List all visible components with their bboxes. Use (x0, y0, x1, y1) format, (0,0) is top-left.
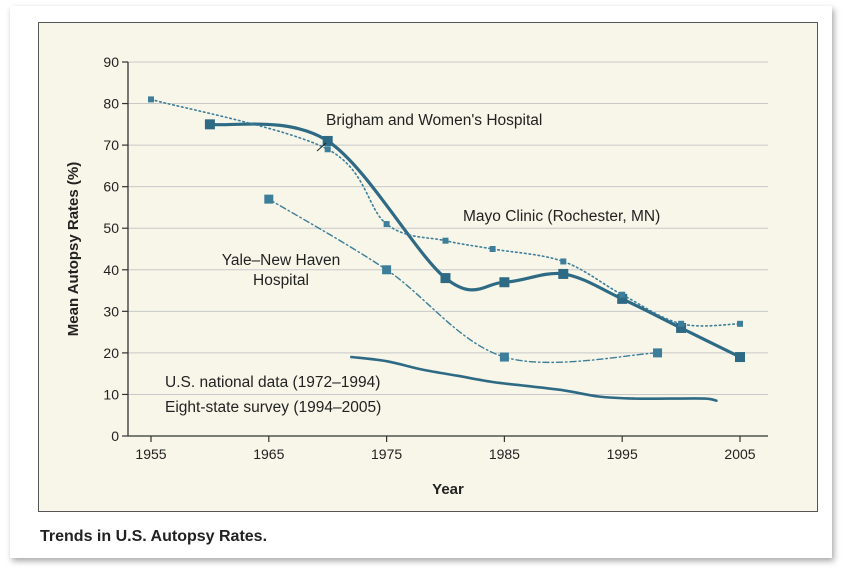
yale-label-line-2: Hospital (253, 272, 309, 289)
brigham-label: Brigham and Women's Hospital (326, 112, 542, 129)
y-tick-label: 50 (103, 220, 119, 236)
series-line-2 (268, 198, 659, 364)
data-point-marker (737, 320, 743, 327)
data-point-marker (735, 352, 745, 363)
y-tick-label: 60 (103, 179, 119, 195)
series-line-0 (208, 122, 742, 359)
data-point-marker (676, 322, 687, 333)
data-point-marker (653, 348, 663, 358)
data-point-marker (148, 96, 154, 103)
data-point-marker (499, 352, 509, 362)
x-tick-label: 1985 (489, 446, 520, 462)
data-point-marker (678, 320, 685, 327)
data-point-marker (619, 291, 626, 298)
data-point-marker (558, 268, 569, 279)
data-point-marker (264, 194, 274, 204)
data-point-marker (324, 146, 331, 153)
data-point-marker (440, 273, 451, 284)
y-tick-label: 70 (103, 137, 119, 153)
x-tick-label: 1995 (607, 446, 638, 462)
x-axis-title: Year (432, 481, 464, 498)
data-point-marker (204, 119, 215, 130)
y-tick-label: 40 (103, 262, 119, 278)
y-tick-label: 90 (103, 54, 119, 70)
data-point-marker (560, 258, 567, 265)
x-tick-label: 1965 (253, 446, 284, 462)
y-tick-label: 20 (103, 345, 119, 361)
national-label-line-2: Eight-state survey (1994–2005) (165, 399, 381, 416)
brigham-leader-line (316, 142, 327, 152)
data-point-marker (442, 237, 449, 244)
data-point-marker (489, 246, 496, 252)
data-point-marker (322, 135, 333, 146)
national-label-line-1: U.S. national data (1972–1994) (165, 374, 380, 391)
y-axis-title: Mean Autopsy Rates (%) (65, 162, 82, 336)
yale-label-line-1: Yale–New Haven (222, 252, 341, 269)
data-point-marker (382, 265, 392, 275)
series-line-3 (350, 355, 718, 402)
mayo-label: Mayo Clinic (Rochester, MN) (463, 208, 660, 225)
data-point-marker (499, 277, 510, 288)
data-point-marker (617, 293, 628, 304)
y-tick-label: 10 (103, 386, 119, 402)
y-tick-label: 80 (103, 96, 119, 112)
y-tick-label: 30 (103, 303, 119, 319)
x-tick-label: 1955 (135, 446, 166, 462)
figure-caption: Trends in U.S. Autopsy Rates. (40, 528, 268, 545)
data-point-marker (383, 221, 390, 228)
x-tick-label: 2005 (724, 446, 755, 462)
y-tick-label: 0 (111, 428, 119, 444)
x-tick-label: 1975 (371, 446, 402, 462)
